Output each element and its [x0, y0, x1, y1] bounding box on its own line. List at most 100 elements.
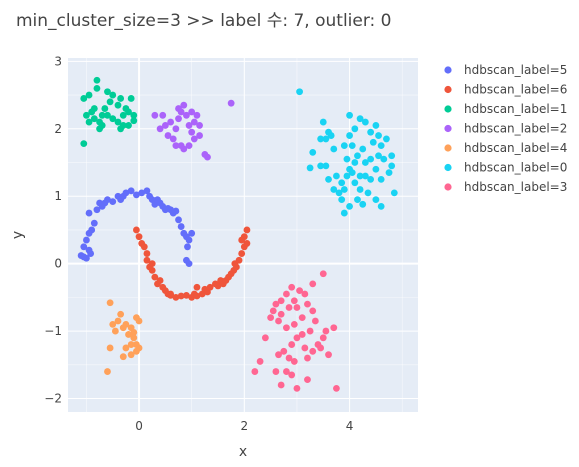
data-point: [85, 118, 93, 126]
data-point: [238, 236, 246, 244]
data-points: [77, 76, 398, 392]
data-point: [85, 91, 93, 99]
data-point: [338, 179, 346, 187]
data-point: [275, 317, 282, 325]
data-point: [346, 132, 353, 139]
data-point: [133, 191, 140, 199]
legend-label: hdbscan_label=4: [464, 141, 567, 155]
data-point: [338, 196, 346, 204]
data-point: [135, 233, 143, 241]
data-point: [90, 115, 98, 123]
data-point: [293, 334, 301, 342]
y-tick-label: 0: [54, 257, 62, 271]
data-point: [325, 175, 332, 183]
data-point: [306, 164, 314, 172]
x-tick-label: 2: [240, 419, 248, 433]
data-point: [172, 207, 180, 215]
data-point: [143, 256, 151, 264]
data-point: [183, 111, 190, 119]
legend-item[interactable]: hdbscan_label=2: [444, 122, 567, 136]
data-point: [125, 122, 132, 129]
data-point: [238, 250, 246, 257]
legend-item[interactable]: hdbscan_label=0: [444, 161, 567, 175]
data-point: [214, 282, 222, 290]
data-point: [322, 327, 330, 335]
data-point: [348, 142, 356, 150]
data-point: [135, 317, 143, 325]
data-point: [196, 132, 203, 139]
data-point: [172, 125, 180, 133]
data-point: [90, 219, 98, 227]
data-point: [388, 152, 396, 160]
data-point: [156, 277, 164, 284]
data-point: [256, 358, 264, 365]
series-points: [104, 299, 143, 375]
data-point: [354, 152, 361, 160]
legend-marker: [444, 85, 452, 94]
data-point: [296, 287, 303, 295]
data-point: [93, 84, 101, 92]
data-point: [272, 368, 280, 375]
legend-label: hdbscan_label=1: [464, 102, 567, 116]
legend-marker: [444, 183, 452, 191]
y-tick-label: 1: [54, 189, 62, 203]
data-point: [177, 292, 185, 300]
data-point: [283, 368, 290, 375]
data-point: [104, 368, 111, 375]
data-point: [340, 142, 348, 150]
data-point: [183, 291, 190, 299]
data-point: [190, 118, 198, 126]
legend-item[interactable]: hdbscan_label=6: [444, 83, 567, 97]
data-point: [375, 132, 382, 139]
data-point: [251, 368, 259, 375]
data-point: [304, 300, 311, 308]
data-point: [80, 243, 88, 251]
data-point: [193, 292, 201, 300]
data-point: [122, 344, 130, 352]
data-point: [296, 88, 303, 96]
legend-item[interactable]: hdbscan_label=1: [444, 102, 567, 116]
data-point: [122, 189, 130, 197]
data-point: [127, 187, 135, 195]
data-point: [309, 347, 317, 355]
data-point: [317, 135, 325, 143]
legend-item[interactable]: hdbscan_label=4: [444, 141, 567, 155]
legend-item[interactable]: hdbscan_label=5: [444, 63, 567, 77]
data-point: [85, 209, 93, 217]
data-point: [277, 297, 285, 305]
data-point: [175, 216, 182, 224]
legend[interactable]: hdbscan_label=5 hdbscan_label=6 hdbscan_la…: [444, 63, 567, 194]
data-point: [172, 293, 180, 301]
data-point: [151, 273, 159, 281]
data-point: [361, 159, 369, 166]
legend-item[interactable]: hdbscan_label=3: [444, 180, 567, 194]
data-point: [83, 254, 90, 262]
data-point: [261, 334, 269, 342]
data-point: [283, 324, 290, 332]
data-point: [83, 236, 90, 244]
data-point: [380, 155, 388, 163]
data-point: [288, 283, 296, 291]
data-point: [372, 196, 380, 204]
data-point: [354, 196, 361, 204]
data-point: [161, 122, 169, 129]
data-point: [148, 267, 156, 274]
data-point: [133, 226, 140, 234]
data-point: [288, 371, 296, 379]
data-point: [127, 341, 135, 348]
series-points: [80, 76, 138, 148]
data-point: [227, 99, 235, 107]
data-point: [235, 256, 243, 264]
data-point: [109, 198, 117, 206]
data-point: [309, 280, 317, 288]
data-point: [293, 304, 301, 311]
data-point: [277, 310, 285, 318]
data-point: [130, 111, 138, 119]
series-points: [133, 226, 251, 301]
data-point: [188, 108, 196, 116]
data-point: [175, 115, 182, 123]
data-point: [80, 140, 88, 148]
data-point: [180, 101, 188, 109]
y-axis-label: y: [10, 231, 26, 239]
data-point: [206, 283, 214, 291]
